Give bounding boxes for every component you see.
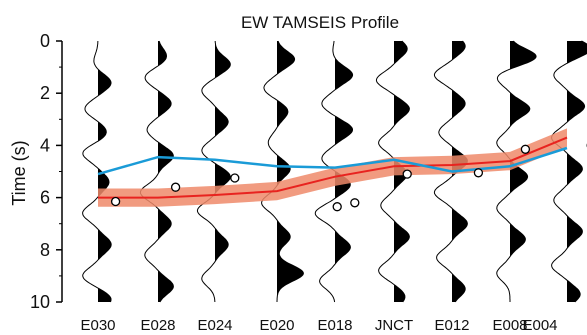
station-label-jnct: JNCT [375, 317, 413, 334]
waveform-traces [82, 40, 587, 303]
uncertainty-band [98, 128, 567, 207]
y-tick-label: 8 [40, 240, 50, 260]
y-axis: 0 2 4 6 8 10 [30, 31, 63, 312]
trace-e030 [82, 40, 112, 303]
station-label-e018: E018 [317, 317, 352, 334]
station-label-e008: E008 [492, 317, 527, 334]
trace-e004 [551, 40, 587, 303]
station-label-e004: E004 [522, 317, 557, 334]
red-series-line [98, 136, 568, 199]
pick-marker [332, 202, 342, 212]
blue-series-line [97, 146, 568, 176]
pick-marker [170, 182, 181, 192]
pick-marker [230, 173, 240, 183]
pick-marker [350, 198, 360, 208]
series-lines [97, 136, 568, 199]
station-label-e024: E024 [197, 317, 232, 334]
y-tick-label: 4 [40, 135, 50, 155]
station-label-e030: E030 [80, 317, 115, 334]
y-tick-label: 0 [40, 31, 50, 51]
pick-marker [402, 169, 412, 179]
trace-e020 [261, 40, 304, 302]
station-label-e012: E012 [434, 317, 469, 334]
station-label-e028: E028 [140, 317, 175, 334]
pick-marker [110, 196, 121, 207]
uncertainty-band-area [98, 128, 567, 207]
pick-marker [520, 144, 531, 154]
station-label-e020: E020 [259, 317, 294, 334]
y-tick-label: 10 [30, 292, 50, 312]
trace-e028 [139, 40, 174, 303]
chart-title: EW TAMSEIS Profile [241, 13, 399, 32]
trace-e008 [496, 40, 537, 302]
trace-e024 [196, 41, 231, 303]
y-tick-label: 6 [40, 188, 50, 208]
y-axis-label: Time (s) [9, 140, 29, 205]
pick-markers [110, 143, 587, 212]
pick-marker [473, 168, 484, 178]
y-tick-label: 2 [40, 83, 50, 103]
